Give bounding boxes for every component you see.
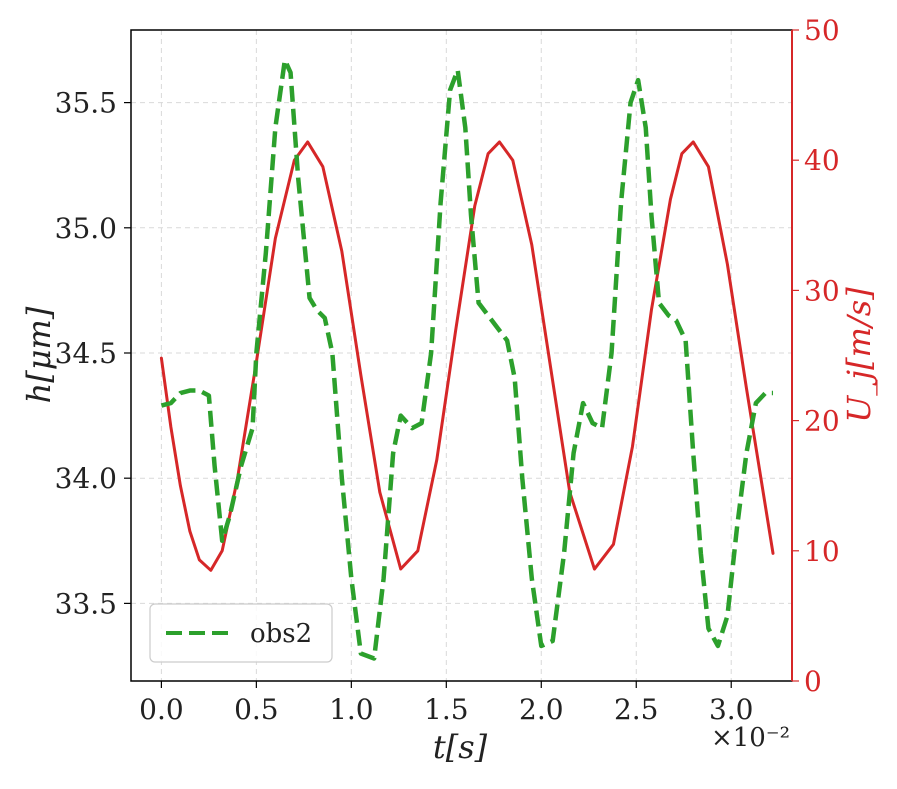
x-axis-multiplier: ×10⁻²	[711, 723, 790, 753]
y-left-tick-label: 34.5	[55, 337, 117, 370]
x-tick-label: 0.5	[234, 693, 279, 726]
x-tick-label: 1.0	[329, 693, 374, 726]
legend: obs2	[149, 603, 333, 663]
x-axis-label: t[s]	[433, 728, 488, 766]
x-tick-label: 2.0	[519, 693, 564, 726]
plot-frame	[130, 29, 793, 682]
x-tick-label: 2.5	[614, 693, 659, 726]
ticks-layer: 0.0 0.5 1.0 1.5 2.0 2.5 3.0 33.5 34.0 34.5 35.0 35.…	[55, 14, 840, 726]
x-tick-label: 1.5	[424, 693, 469, 726]
x-tick-label: 3.0	[709, 693, 754, 726]
y-right-tick-label: 10	[804, 535, 840, 568]
y-left-tick-label: 34.0	[55, 462, 117, 495]
y-right-tick-label: 50	[804, 14, 840, 47]
y-left-tick-label: 35.5	[55, 87, 117, 120]
y-right-tick-label: 40	[804, 144, 840, 177]
y-right-tick-label: 30	[804, 274, 840, 307]
y-right-tick-label: 0	[804, 665, 822, 698]
series-line-uj	[159, 140, 775, 572]
y-right-tick-label: 20	[804, 405, 840, 438]
y-left-tick-label: 33.5	[55, 587, 117, 620]
legend-box	[149, 603, 333, 663]
series-line-obs2	[160, 57, 774, 661]
y-left-axis-label: h[μm]	[20, 306, 58, 403]
y-left-tick-label: 35.0	[55, 212, 117, 245]
x-tick-label: 0.0	[139, 693, 184, 726]
y-right-axis-label: U_j[m/s]	[840, 287, 878, 423]
series-layer	[159, 57, 775, 661]
legend-label-obs2: obs2	[250, 619, 312, 649]
grid-layer	[131, 30, 792, 681]
